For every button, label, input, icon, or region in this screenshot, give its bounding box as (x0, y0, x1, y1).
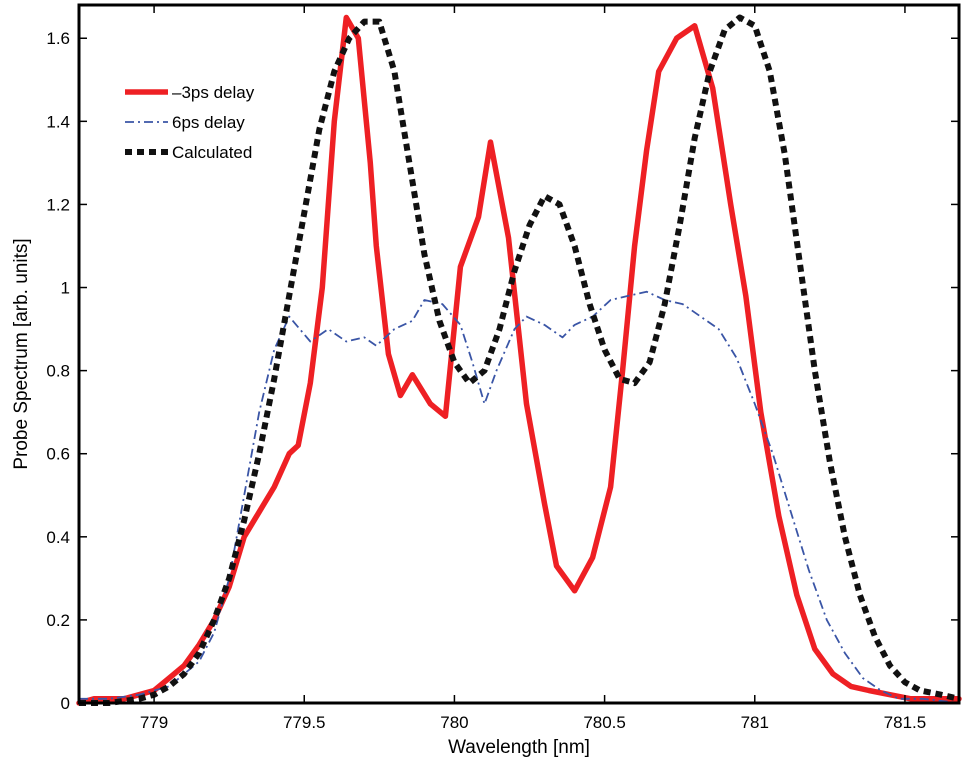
y-tick-label: 0.2 (46, 611, 70, 630)
x-tick-label: 781.5 (884, 713, 927, 732)
plot-lines (76, 14, 962, 706)
x-tick-label: 780.5 (583, 713, 626, 732)
legend-label-2: 6ps delay (172, 113, 245, 132)
x-axis-ticks: 779 779.5 780 780.5 781 781.5 (140, 5, 926, 732)
y-tick-label: 0.4 (46, 528, 70, 547)
x-tick-label: 780 (440, 713, 468, 732)
y-tick-label: 1.4 (46, 112, 70, 131)
y-tick-label: 1.6 (46, 29, 70, 48)
legend-label-1: –3ps delay (172, 83, 255, 102)
x-tick-label: 779 (140, 713, 168, 732)
y-tick-label: 0.8 (46, 362, 70, 381)
x-tick-label: 781 (741, 713, 769, 732)
legend: –3ps delay 6ps delay Calculated (125, 83, 255, 162)
y-tick-label: 1.2 (46, 195, 70, 214)
y-tick-label: 1 (61, 279, 70, 298)
axes-frame (77, 3, 961, 705)
x-tick-label: 779.5 (283, 713, 326, 732)
y-tick-label: 0.6 (46, 445, 70, 464)
y-tick-label: 0 (61, 694, 70, 713)
legend-label-3: Calculated (172, 143, 252, 162)
x-axis-title: Wavelength [nm] (448, 737, 590, 758)
series-line-2 (79, 290, 960, 704)
series-line-3 (79, 14, 960, 706)
y-axis-ticks: 0 0.2 0.4 0.6 0.8 1 1.2 1.4 1.6 (46, 29, 959, 713)
y-axis-title: Probe Spectrum [arb. units] (11, 238, 32, 469)
